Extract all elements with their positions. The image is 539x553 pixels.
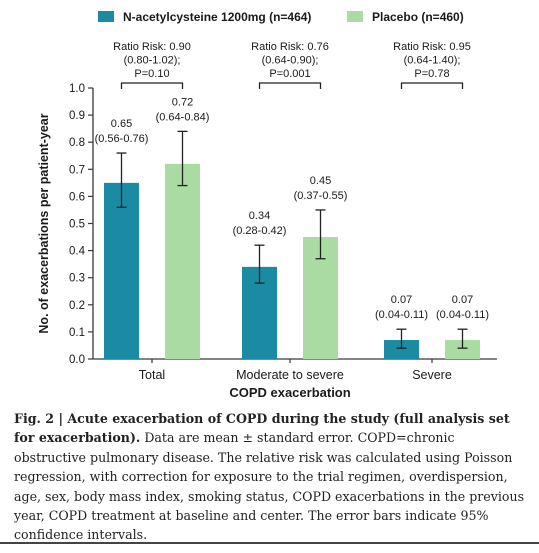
bar-placebo [165,163,200,359]
y-tick-label: 0.1 [69,327,85,339]
bar-nac [384,340,419,359]
ratio-risk-text: P=0.001 [269,68,310,80]
y-axis-label: No. of exacerbations per patient-year [37,113,51,333]
ratio-risk-text: Ratio Risk: 0.90 [113,41,191,53]
legend: N-acetylcysteine 1200mg (n=464) Placebo (… [98,10,464,24]
ratio-risk-text: P=0.78 [414,68,449,80]
caption-text: Data are mean ± standard error. COPD=chr… [14,430,525,543]
ratio-risk-text: Ratio Risk: 0.76 [251,41,329,53]
y-tick-label: 0.2 [69,300,85,312]
comparison-bracket [258,82,322,89]
data-label: 0.72 [172,96,193,108]
ratio-risk-text: Ratio Risk: 0.95 [393,41,471,53]
data-label: 0.45 [310,175,331,187]
y-tick-label: 0.5 [69,219,85,231]
data-label-ci: (0.64-0.84) [156,111,210,123]
y-tick-label: 0.3 [69,273,85,285]
bars: 0.65 (0.56-0.76) 0.34 (0.28-0.42) 0.07 (0.04-… [95,96,489,359]
y-tick-label: 0.8 [69,137,85,149]
comparison-bracket [120,82,184,89]
data-label-ci: (0.04-0.11) [375,309,428,321]
bar-nac [104,182,139,359]
data-label-ci: (0.04-0.11) [436,309,489,321]
comparison-bracket [400,82,464,89]
caption-label: Fig. 2 | Acute exacerbation of COPD duri… [14,411,510,446]
data-label: 0.65 [111,118,132,130]
data-label-ci: (0.37-0.55) [294,190,348,202]
data-label: 0.34 [249,210,270,222]
ratio-risk-text: P=0.10 [134,68,169,80]
legend-swatch [98,11,114,22]
x-axis-label: COPD exacerbation [229,385,350,400]
data-label: 0.07 [452,294,473,306]
x-tick-label: Moderate to severe [236,368,344,382]
axes: 0.0 0.1 0.2 0.3 0.4 0.5 0.6 0.7 0.8 0.9 1.0 Total Mo… [69,83,497,382]
legend-label: Placebo (n=460) [372,10,464,24]
y-tick-label: 0.6 [69,191,85,203]
ratio-risk-text: (0.64-0.90); [262,55,319,67]
y-tick-label: 0.7 [69,164,85,176]
ratio-risk-annotations: Ratio Risk: 0.90 (0.80-1.02);P=0.10 Ratio … [113,41,471,89]
bar-placebo [445,340,480,359]
bar-chart: N-acetylcysteine 1200mg (n=464) Placebo (… [37,10,497,400]
data-label-ci: (0.28-0.42) [233,225,287,237]
data-label: 0.07 [391,294,412,306]
y-tick-label: 0.0 [69,354,85,366]
y-tick-label: 0.4 [69,246,86,258]
bottom-rule [0,542,539,544]
data-label-ci: (0.56-0.76) [95,133,149,145]
x-tick-label: Total [139,368,165,382]
legend-swatch [347,11,363,22]
y-tick-label: 1.0 [69,83,85,95]
legend-label: N-acetylcysteine 1200mg (n=464) [123,10,311,24]
ratio-risk-text: (0.64-1.40); [404,55,461,67]
x-tick-label: Severe [412,368,452,382]
y-tick-label: 0.9 [69,110,85,122]
figure-caption: Fig. 2 | Acute exacerbation of COPD duri… [14,409,529,545]
ratio-risk-text: (0.80-1.02); [124,55,181,67]
